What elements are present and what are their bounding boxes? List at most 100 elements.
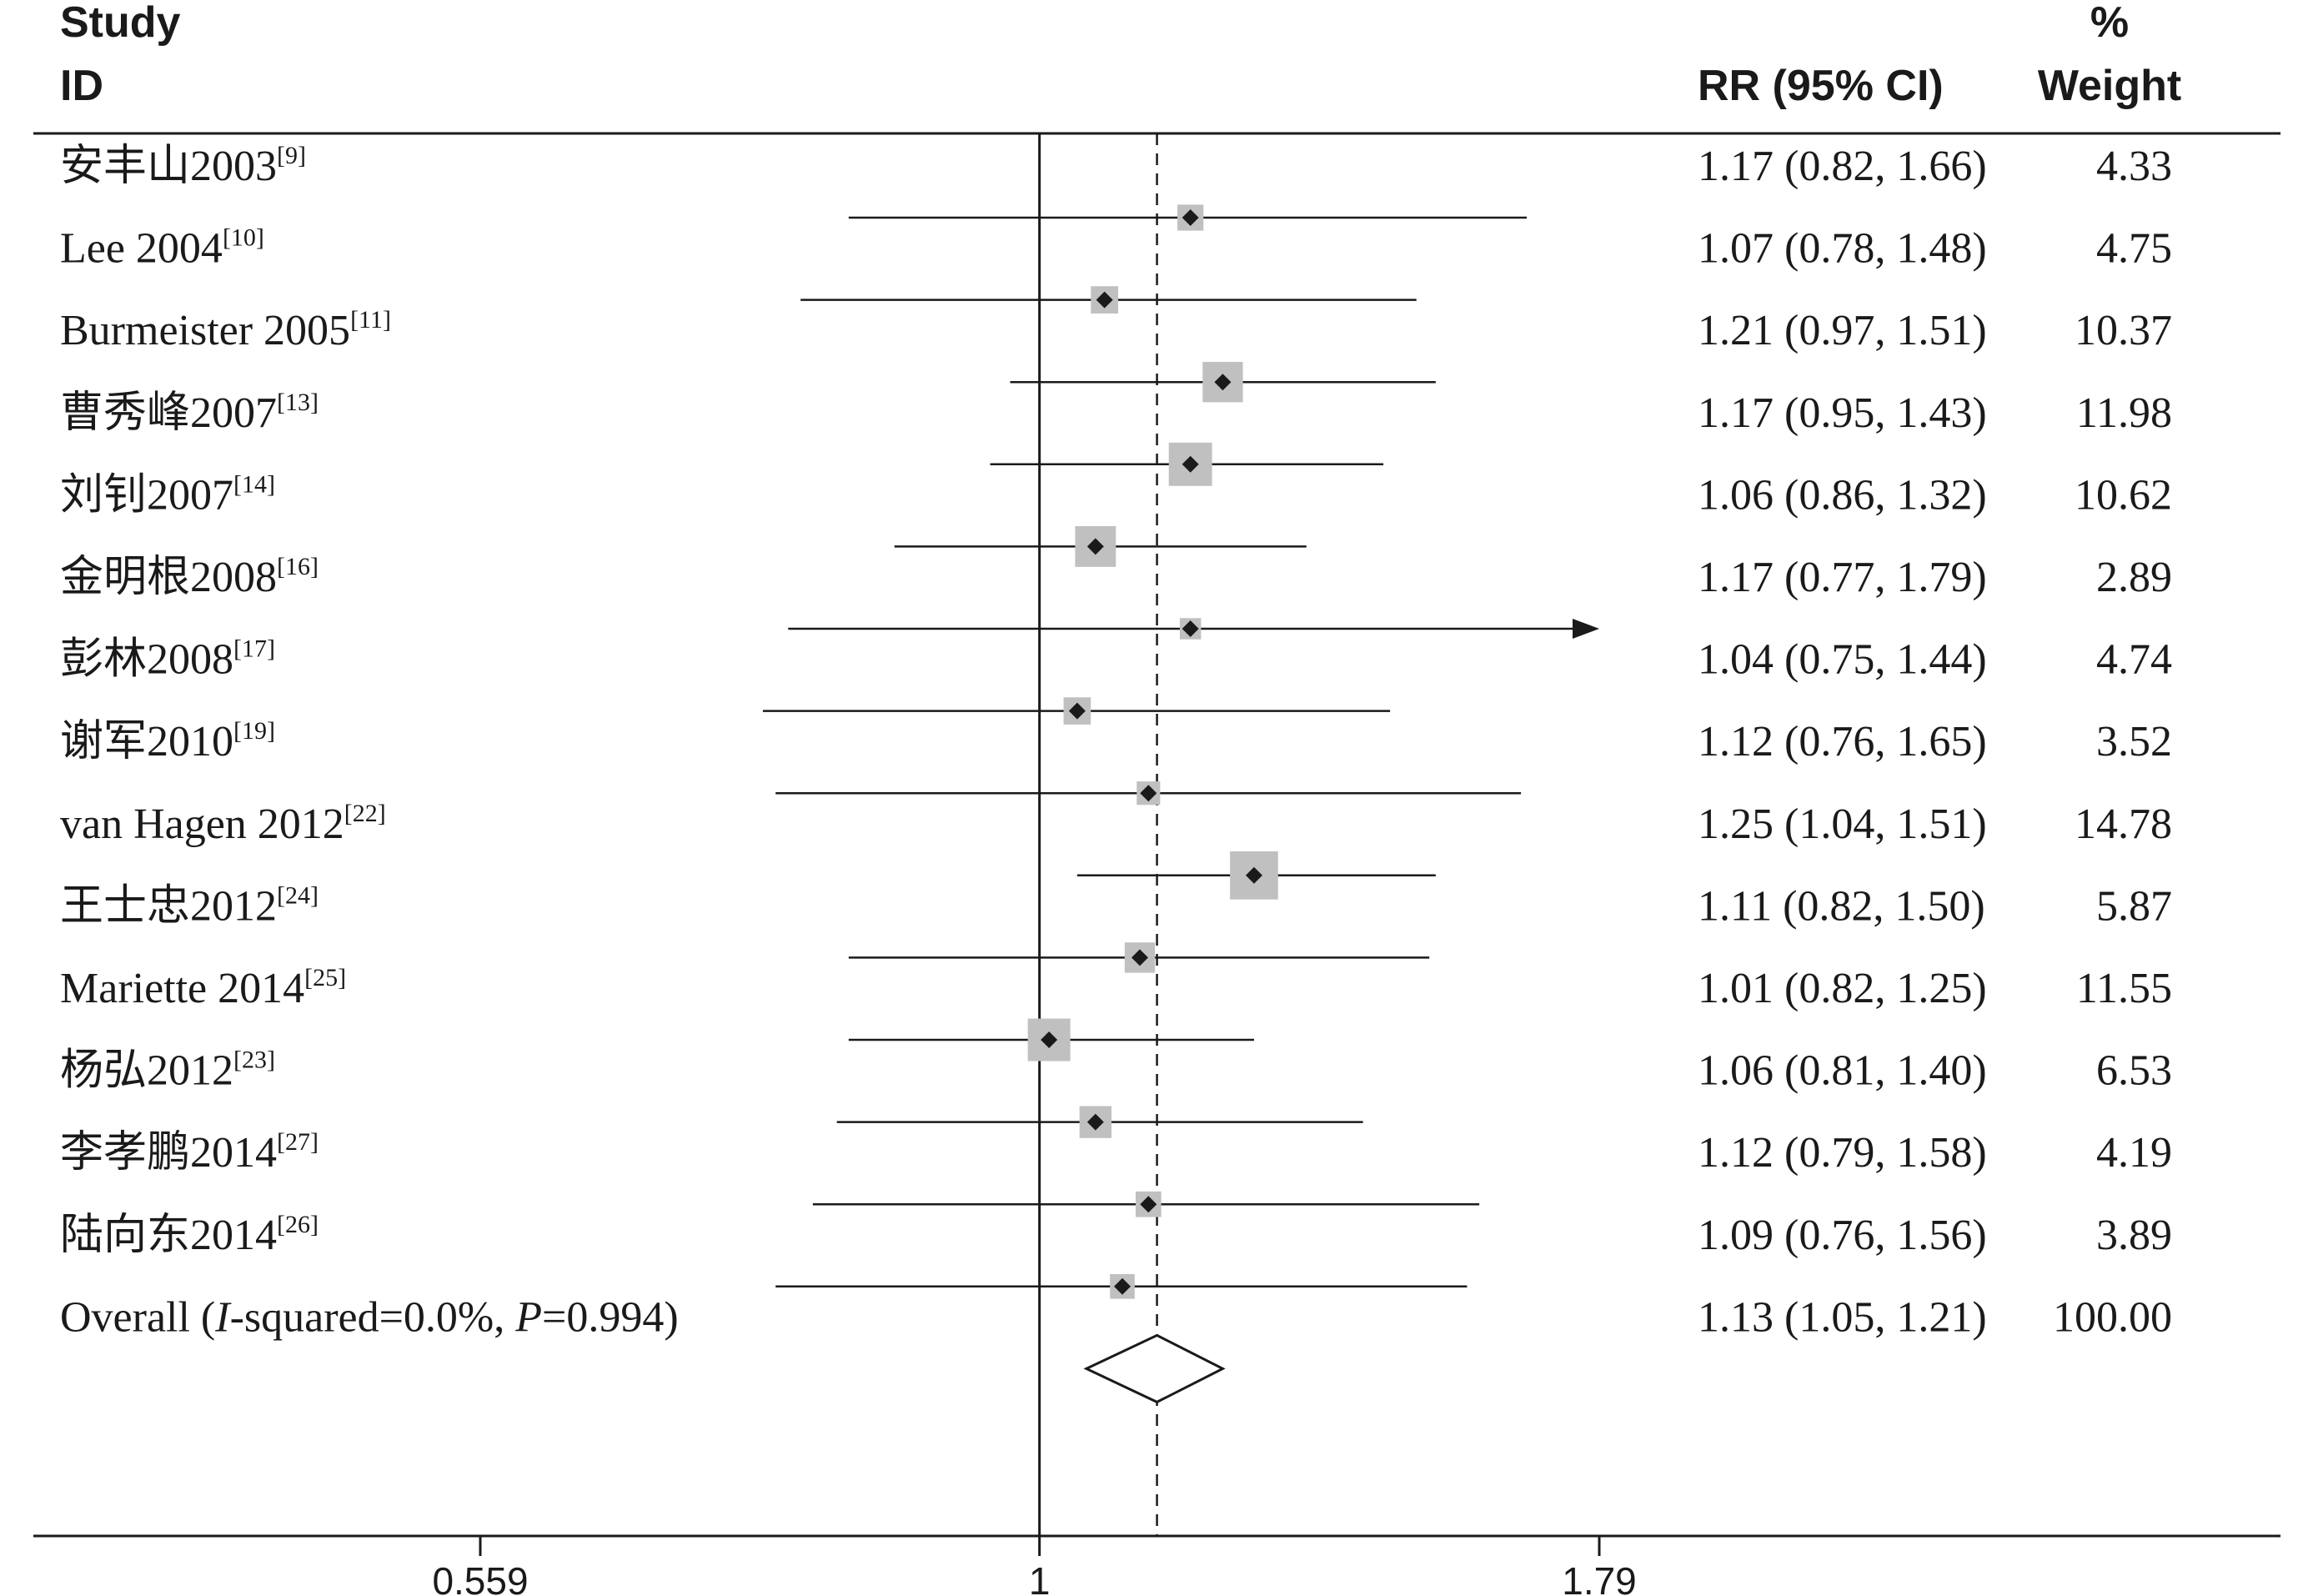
point-estimate	[1182, 209, 1199, 226]
study-label: 彭林2008[17]	[60, 635, 275, 684]
overall-label-heterogeneity: -squared=0.0%,	[230, 1293, 516, 1341]
study-rr-ci: 1.11 (0.82, 1.50)	[1698, 882, 1985, 930]
point-estimate	[1182, 620, 1199, 637]
study-reference: [25]	[304, 964, 346, 991]
header-rr-ci: RR (95% CI)	[1698, 62, 1944, 110]
study-label: Mariette 2014[25]	[60, 964, 346, 1012]
study-name: Lee 2004	[60, 225, 223, 273]
study-label: 陆向东2014[26]	[60, 1211, 319, 1259]
study-name: 彭林2008	[60, 636, 233, 684]
study-name: 曹秀峰2007	[60, 389, 277, 437]
study-name: 杨弘2012	[60, 1047, 233, 1095]
study-weight: 11.98	[2076, 389, 2172, 437]
study-reference: [22]	[344, 800, 386, 827]
study-weight: 10.62	[2075, 471, 2172, 519]
study-name: 陆向东2014	[60, 1212, 277, 1259]
study-label: 安丰山2003[9]	[60, 142, 306, 190]
study-rr-ci: 1.21 (0.97, 1.51)	[1698, 307, 1987, 354]
study-reference: [11]	[350, 306, 391, 334]
study-row: 杨弘2012[23] 1.06 (0.81, 1.40) 6.53	[60, 1046, 2172, 1138]
study-label: Lee 2004[10]	[60, 224, 264, 273]
overall-label: Overall (I-squared=0.0%, P=0.994)	[60, 1293, 679, 1341]
study-name: Burmeister 2005	[60, 307, 350, 354]
study-weight: 4.75	[2096, 225, 2172, 273]
point-estimate	[1131, 949, 1148, 966]
study-rr-ci: 1.09 (0.76, 1.56)	[1698, 1212, 1987, 1259]
study-label: 谢军2010[19]	[60, 717, 275, 765]
study-row: 陆向东2014[26] 1.09 (0.76, 1.56) 3.89	[60, 1211, 2172, 1299]
study-weight: 14.78	[2075, 801, 2172, 848]
study-reference: [26]	[277, 1211, 319, 1238]
point-estimate	[1245, 866, 1262, 884]
study-reference: [24]	[277, 881, 319, 909]
overall-label-p-value: =0.994)	[542, 1293, 679, 1341]
study-weight: 3.89	[2096, 1212, 2172, 1259]
study-rr-ci: 1.17 (0.95, 1.43)	[1698, 389, 1987, 437]
study-row: 李孝鹏2014[27] 1.12 (0.79, 1.58) 4.19	[60, 1128, 2172, 1217]
study-rr-ci: 1.07 (0.78, 1.48)	[1698, 225, 1987, 273]
study-rr-ci: 1.12 (0.79, 1.58)	[1698, 1129, 1987, 1177]
study-weight: 6.53	[2096, 1047, 2172, 1095]
header-study: Study	[60, 0, 181, 47]
study-row: Mariette 2014[25] 1.01 (0.82, 1.25) 11.55	[60, 964, 2172, 1061]
study-name: 安丰山2003	[60, 143, 277, 190]
point-estimate	[1140, 1196, 1157, 1213]
study-name: 王士忠2012	[60, 882, 277, 930]
point-estimate	[1182, 455, 1199, 473]
study-label: 刘钊2007[14]	[60, 470, 275, 519]
study-name: Mariette 2014	[60, 965, 304, 1012]
study-rr-ci: 1.06 (0.81, 1.40)	[1698, 1047, 1987, 1095]
study-name: 李孝鹏2014	[60, 1129, 277, 1177]
header-weight-percent: %	[2090, 0, 2129, 47]
point-estimate	[1214, 374, 1232, 391]
study-weight: 4.19	[2096, 1129, 2172, 1177]
study-name: 金明根2008	[60, 554, 277, 601]
point-estimate	[1041, 1031, 1058, 1048]
study-reference: [23]	[233, 1046, 275, 1074]
x-tick-label: 1	[1029, 1559, 1051, 1596]
overall-weight: 100.00	[2053, 1293, 2172, 1341]
overall-label-p: P	[514, 1293, 542, 1341]
ci-arrow	[1573, 619, 1599, 639]
overall-label-i: I	[214, 1293, 232, 1341]
header-id: ID	[60, 62, 103, 110]
study-name: 刘钊2007	[60, 471, 233, 519]
overall-diamond	[1083, 1333, 1226, 1404]
study-row: 王士忠2012[24] 1.11 (0.82, 1.50) 5.87	[60, 881, 2172, 973]
study-weight: 4.74	[2096, 636, 2172, 684]
study-rr-ci: 1.04 (0.75, 1.44)	[1698, 636, 1987, 684]
study-weight: 5.87	[2096, 882, 2172, 930]
study-reference: [13]	[277, 389, 319, 416]
point-estimate	[1096, 291, 1113, 309]
x-axis-ticks: 0.559 1 1.79	[432, 1536, 1637, 1596]
point-estimate	[1140, 785, 1157, 802]
study-reference: [17]	[233, 635, 275, 663]
study-weight: 4.33	[2096, 143, 2172, 190]
study-rr-ci: 1.17 (0.77, 1.79)	[1698, 554, 1987, 601]
header-weight: Weight	[2038, 62, 2181, 110]
study-name: van Hagen 2012	[60, 801, 344, 848]
study-label: Burmeister 2005[11]	[60, 306, 391, 354]
overall-label-prefix: Overall (	[60, 1293, 215, 1341]
x-tick-label: 0.559	[432, 1559, 528, 1596]
study-row: 刘钊2007[14] 1.06 (0.86, 1.32) 10.62	[60, 470, 2172, 567]
study-weight: 3.52	[2096, 718, 2172, 765]
study-reference: [16]	[277, 553, 319, 580]
study-reference: [19]	[233, 717, 275, 745]
study-reference: [27]	[277, 1128, 319, 1156]
study-label: 曹秀峰2007[13]	[60, 389, 319, 437]
study-row: 谢军2010[19] 1.12 (0.76, 1.65) 3.52	[60, 717, 2172, 806]
study-weight: 2.89	[2096, 554, 2172, 601]
overall-row: Overall (I-squared=0.0%, P=0.994) 1.13 (1…	[60, 1293, 2172, 1404]
study-row: 金明根2008[16] 1.17 (0.77, 1.79) 2.89	[60, 553, 2172, 640]
study-rr-ci: 1.17 (0.82, 1.66)	[1698, 143, 1987, 190]
study-label: 金明根2008[16]	[60, 553, 319, 601]
study-reference: [10]	[223, 224, 264, 252]
study-row: 曹秀峰2007[13] 1.17 (0.95, 1.43) 11.98	[60, 389, 2172, 486]
study-row: 彭林2008[17] 1.04 (0.75, 1.44) 4.74	[60, 635, 2172, 725]
study-rr-ci: 1.06 (0.86, 1.32)	[1698, 471, 1987, 519]
study-row: van Hagen 2012[22] 1.25 (1.04, 1.51) 14.78	[60, 800, 2172, 900]
study-row: Lee 2004[10] 1.07 (0.78, 1.48) 4.75	[60, 224, 2172, 314]
x-tick-label: 1.79	[1562, 1559, 1637, 1596]
